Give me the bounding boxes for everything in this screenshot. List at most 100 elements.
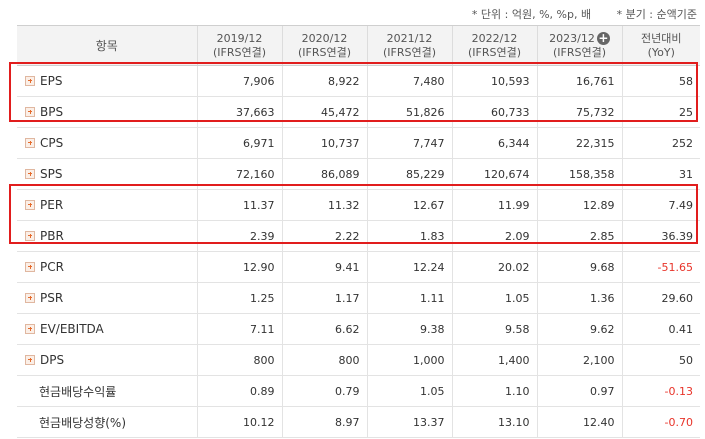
header-period-2019: 2019/12 (IFRS연결)	[196, 25, 282, 66]
value-cell: 12.67	[366, 189, 452, 221]
expand-plus-icon[interactable]	[25, 323, 35, 334]
yoy-cell: 7.49	[621, 189, 700, 221]
table-row: BPS 37,663 45,472 51,826 60,733 75,732 25	[17, 96, 700, 128]
table-row: PSR 1.25 1.17 1.11 1.05 1.36 29.60	[17, 282, 700, 314]
yoy-cell: 0.41	[621, 313, 700, 345]
row-label-cell: 현금배당성향(%)	[17, 406, 197, 438]
value-cell: 0.89	[196, 375, 282, 407]
value-cell: 9.58	[451, 313, 537, 345]
expand-plus-icon[interactable]	[25, 261, 35, 272]
yoy-cell: 252	[621, 127, 700, 159]
table-row: CPS 6,971 10,737 7,747 6,344 22,315 252	[17, 127, 700, 159]
value-cell: 2.85	[536, 220, 622, 252]
expand-plus-icon[interactable]	[25, 137, 35, 148]
value-cell: 60,733	[451, 96, 537, 128]
unit-notes: * 단위 : 억원, %, %p, 배 * 분기 : 순액기준	[450, 6, 697, 22]
expand-plus-icon[interactable]	[25, 230, 35, 241]
row-label-cell[interactable]: BPS	[17, 96, 197, 128]
expand-plus-icon[interactable]	[25, 75, 35, 86]
table-row: PCR 12.90 9.41 12.24 20.02 9.68 -51.65	[17, 251, 700, 283]
header-period-2023: 2023/12 + (IFRS연결)	[536, 25, 622, 66]
row-label: BPS	[40, 105, 64, 119]
row-label-cell[interactable]: PBR	[17, 220, 197, 252]
table-row: PBR 2.39 2.22 1.83 2.09 2.85 36.39	[17, 220, 700, 252]
row-label-cell[interactable]: SPS	[17, 158, 197, 190]
value-cell: 10,737	[281, 127, 367, 159]
value-cell: 0.97	[536, 375, 622, 407]
value-cell: 45,472	[281, 96, 367, 128]
unit-note: * 단위 : 억원, %, %p, 배	[471, 8, 592, 21]
value-cell: 2.09	[451, 220, 537, 252]
financial-ratio-table: 항목 2019/12 (IFRS연결) 2020/12 (IFRS연결) 2021/…	[17, 25, 700, 438]
value-cell: 22,315	[536, 127, 622, 159]
value-cell: 0.79	[281, 375, 367, 407]
header-item: 항목	[17, 25, 197, 66]
value-cell: 72,160	[196, 158, 282, 190]
yoy-cell: -0.13	[621, 375, 700, 407]
value-cell: 1.83	[366, 220, 452, 252]
expand-plus-icon[interactable]	[25, 199, 35, 210]
value-cell: 9.62	[536, 313, 622, 345]
value-cell: 7.11	[196, 313, 282, 345]
row-label-cell[interactable]: DPS	[17, 344, 197, 376]
value-cell: 6,971	[196, 127, 282, 159]
quarter-note: * 분기 : 순액기준	[616, 8, 697, 21]
yoy-cell: -0.70	[621, 406, 700, 438]
row-label: EV/EBITDA	[40, 322, 104, 336]
row-label: 현금배당수익률	[39, 384, 117, 399]
value-cell: 800	[196, 344, 282, 376]
value-cell: 11.99	[451, 189, 537, 221]
table-row: PER 11.37 11.32 12.67 11.99 12.89 7.49	[17, 189, 700, 221]
value-cell: 1.05	[366, 375, 452, 407]
yoy-cell: 36.39	[621, 220, 700, 252]
table-header-row: 항목 2019/12 (IFRS연결) 2020/12 (IFRS연결) 2021/…	[17, 25, 700, 66]
row-label: PER	[40, 198, 64, 212]
value-cell: 9.41	[281, 251, 367, 283]
row-label-cell[interactable]: EPS	[17, 65, 197, 97]
row-label-cell[interactable]: EV/EBITDA	[17, 313, 197, 345]
row-label-cell[interactable]: PCR	[17, 251, 197, 283]
value-cell: 12.24	[366, 251, 452, 283]
value-cell: 6,344	[451, 127, 537, 159]
value-cell: 11.37	[196, 189, 282, 221]
table-row: EV/EBITDA 7.11 6.62 9.38 9.58 9.62 0.41	[17, 313, 700, 345]
expand-period-icon[interactable]: +	[596, 31, 610, 45]
row-label: PCR	[40, 260, 64, 274]
value-cell: 1,400	[451, 344, 537, 376]
value-cell: 1.05	[451, 282, 537, 314]
value-cell: 1,000	[366, 344, 452, 376]
value-cell: 7,747	[366, 127, 452, 159]
row-label: SPS	[40, 167, 63, 181]
table-row: 현금배당성향(%) 10.12 8.97 13.37 13.10 12.40 -0.70	[17, 406, 700, 438]
value-cell: 158,358	[536, 158, 622, 190]
yoy-cell: -51.65	[621, 251, 700, 283]
row-label-cell: 현금배당수익률	[17, 375, 197, 407]
value-cell: 10,593	[451, 65, 537, 97]
value-cell: 7,480	[366, 65, 452, 97]
yoy-cell: 58	[621, 65, 700, 97]
value-cell: 12.89	[536, 189, 622, 221]
value-cell: 37,663	[196, 96, 282, 128]
row-label-cell[interactable]: PSR	[17, 282, 197, 314]
value-cell: 9.38	[366, 313, 452, 345]
table-row: EPS 7,906 8,922 7,480 10,593 16,761 58	[17, 65, 700, 97]
value-cell: 13.10	[451, 406, 537, 438]
expand-plus-icon[interactable]	[25, 354, 35, 365]
value-cell: 1.11	[366, 282, 452, 314]
row-label-cell[interactable]: CPS	[17, 127, 197, 159]
value-cell: 85,229	[366, 158, 452, 190]
expand-plus-icon[interactable]	[25, 168, 35, 179]
value-cell: 1.17	[281, 282, 367, 314]
table-row: SPS 72,160 86,089 85,229 120,674 158,358 31	[17, 158, 700, 190]
row-label: DPS	[40, 353, 65, 367]
row-label: 현금배당성향(%)	[39, 415, 127, 430]
row-label: CPS	[40, 136, 64, 150]
header-yoy: 전년대비 (YoY)	[621, 25, 700, 66]
value-cell: 12.90	[196, 251, 282, 283]
value-cell: 10.12	[196, 406, 282, 438]
table-row: DPS 800 800 1,000 1,400 2,100 50	[17, 344, 700, 376]
expand-plus-icon[interactable]	[25, 106, 35, 117]
value-cell: 6.62	[281, 313, 367, 345]
row-label-cell[interactable]: PER	[17, 189, 197, 221]
expand-plus-icon[interactable]	[25, 292, 35, 303]
